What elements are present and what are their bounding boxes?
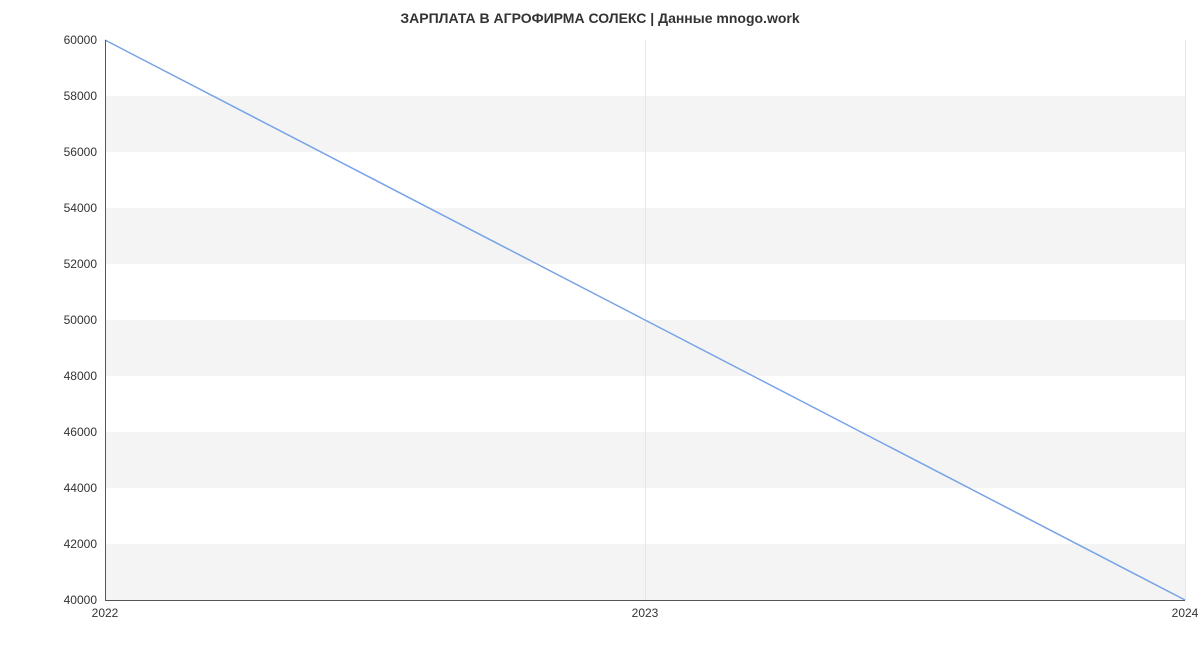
- plot-area: 4000042000440004600048000500005200054000…: [105, 40, 1185, 600]
- line-layer: [105, 40, 1185, 600]
- y-tick-label: 40000: [64, 593, 97, 607]
- chart-title: ЗАРПЛАТА В АГРОФИРМА СОЛЕКС | Данные mno…: [0, 10, 1200, 26]
- y-tick-label: 50000: [64, 313, 97, 327]
- x-tick-label: 2022: [92, 606, 119, 620]
- y-tick-label: 56000: [64, 145, 97, 159]
- series-salary-line: [105, 40, 1185, 600]
- y-tick-label: 54000: [64, 201, 97, 215]
- y-tick-label: 52000: [64, 257, 97, 271]
- x-tick-label: 2023: [632, 606, 659, 620]
- axis-left: [105, 40, 106, 600]
- axis-bottom: [105, 600, 1185, 601]
- y-tick-label: 46000: [64, 425, 97, 439]
- y-tick-label: 42000: [64, 537, 97, 551]
- y-tick-label: 60000: [64, 33, 97, 47]
- y-tick-label: 44000: [64, 481, 97, 495]
- x-tick-label: 2024: [1172, 606, 1199, 620]
- y-tick-label: 48000: [64, 369, 97, 383]
- gridline-vertical: [1185, 40, 1186, 600]
- y-tick-label: 58000: [64, 89, 97, 103]
